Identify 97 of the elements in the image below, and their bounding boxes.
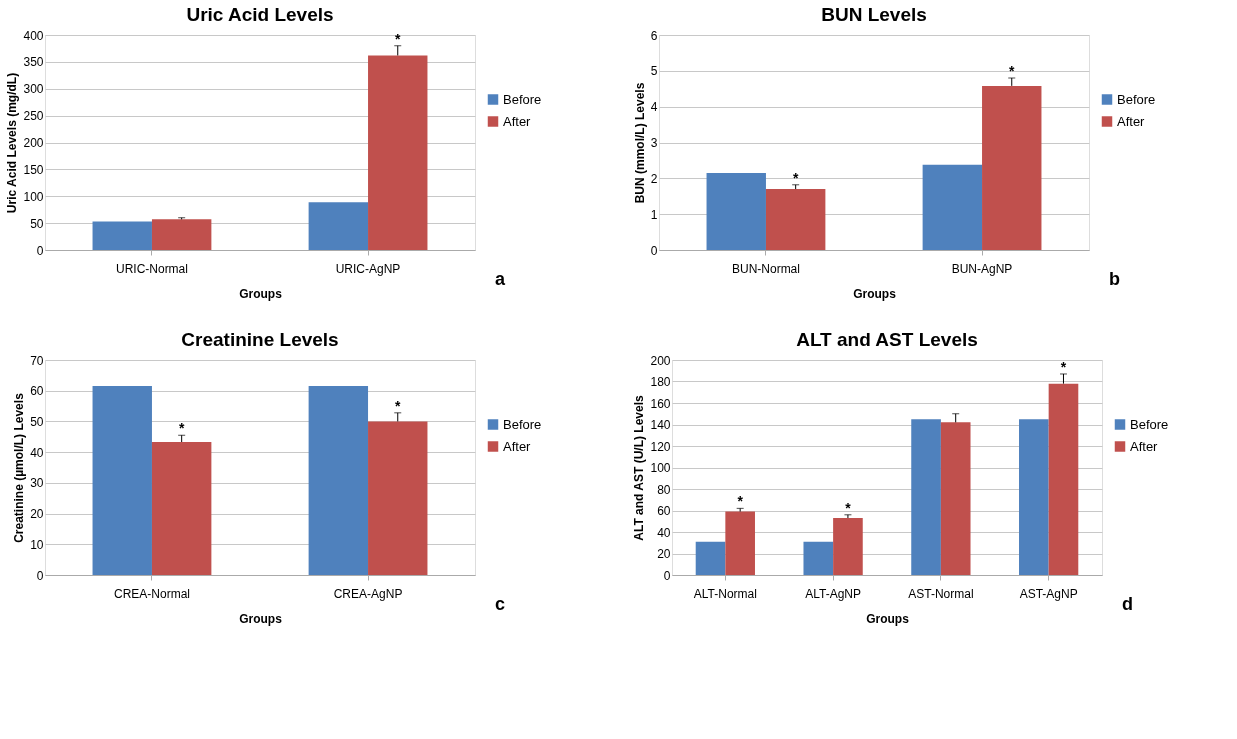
x-tick-label: BUN-AgNP (951, 261, 1013, 276)
x-tick-label: ALT-AgNP (805, 586, 862, 601)
data-label: * (395, 30, 402, 47)
y-tick-label: 3 (650, 136, 658, 150)
y-tick-label: 120 (650, 439, 671, 454)
y-tick-label: 140 (650, 418, 671, 432)
y-tick-label: 6 (650, 28, 658, 43)
y-tick-label: 100 (650, 461, 671, 475)
legend-label: After (503, 113, 532, 129)
y-tick-label: 100 (23, 189, 44, 204)
legend-label: Before (1117, 91, 1156, 107)
bar (765, 189, 826, 250)
legend-label: Before (1130, 416, 1169, 432)
text: a (495, 269, 506, 289)
x-tick-label: BUN-Normal (731, 261, 800, 276)
bar (982, 85, 1042, 250)
legend-label: Before (503, 91, 542, 107)
y-axis-title: ALT and AST (U/L) Levels (632, 395, 647, 541)
data-label: * (178, 420, 185, 437)
y-tick-label: 70 (30, 353, 44, 368)
bar (1048, 383, 1079, 575)
chart-title: Uric Acid Levels (186, 4, 334, 25)
bar (1019, 419, 1049, 575)
data-label: * (1009, 63, 1016, 79)
x-axis-title: Groups (866, 611, 910, 626)
bar (706, 172, 766, 250)
bar (92, 221, 152, 250)
chart-title: Creatinine Levels (181, 329, 339, 350)
y-tick-label: 0 (650, 243, 658, 258)
bar (368, 55, 428, 250)
y-axis-title: BUN (mmol/L) Levels (632, 82, 647, 204)
bar (92, 386, 152, 575)
y-tick-label: 0 (36, 243, 44, 258)
x-axis-title: Groups (239, 286, 283, 301)
legend-label: After (1130, 438, 1159, 454)
bar (833, 518, 863, 575)
x-tick-label: URIC-AgNP (335, 261, 401, 276)
y-tick-label: 250 (23, 109, 44, 124)
y-tick-label: 20 (30, 507, 44, 522)
chart-title: BUN Levels (821, 4, 927, 25)
text: b (1109, 269, 1120, 289)
bar (803, 541, 834, 575)
x-tick-label: CREA-AgNP (333, 586, 403, 601)
y-tick-label: 20 (657, 547, 671, 561)
y-tick-label: 50 (30, 216, 44, 231)
data-label: * (1060, 358, 1067, 375)
chart-title: ALT and AST Levels (796, 329, 978, 350)
y-tick-label: 400 (23, 28, 44, 43)
data-label: * (845, 499, 852, 516)
y-tick-label: 40 (30, 445, 44, 460)
x-axis-title: Groups (853, 286, 897, 301)
data-label: * (395, 397, 402, 414)
y-tick-label: 80 (657, 482, 671, 497)
x-tick-label: AST-Normal (908, 586, 974, 601)
y-axis-title: Uric Acid Levels (mg/dL) (5, 72, 20, 214)
y-tick-label: 60 (30, 384, 44, 399)
legend-label: Before (503, 416, 542, 432)
y-tick-label: 0 (663, 568, 671, 583)
x-tick-label: URIC-Normal (115, 261, 188, 276)
text: d (1122, 594, 1133, 614)
y-tick-label: 0 (36, 568, 44, 583)
bar (308, 386, 369, 575)
bar (922, 164, 983, 250)
bar (151, 219, 212, 250)
bar (725, 511, 755, 575)
y-axis-title: Creatinine (µmol/L) Levels (12, 392, 27, 543)
text: c (495, 594, 506, 614)
data-label: * (737, 493, 744, 510)
y-tick-label: 4 (650, 100, 658, 115)
bar (151, 442, 212, 575)
x-axis-title: Groups (239, 611, 283, 626)
bar (695, 541, 726, 575)
y-tick-label: 200 (23, 136, 44, 150)
y-tick-label: 150 (23, 162, 44, 177)
y-tick-label: 60 (657, 504, 671, 518)
y-tick-label: 2 (650, 171, 658, 186)
y-tick-label: 160 (650, 396, 671, 411)
y-tick-label: 5 (650, 64, 658, 79)
bar (911, 419, 941, 575)
y-tick-label: 1 (650, 207, 658, 222)
bar (308, 202, 369, 250)
y-tick-label: 300 (23, 82, 44, 97)
y-tick-label: 10 (30, 537, 44, 552)
y-tick-label: 180 (650, 375, 671, 389)
legend-label: After (1117, 113, 1146, 129)
y-tick-label: 200 (650, 353, 671, 368)
y-tick-label: 350 (23, 55, 44, 70)
x-tick-label: AST-AgNP (1019, 586, 1078, 601)
legend-label: After (503, 438, 532, 454)
bar (940, 422, 971, 575)
y-tick-label: 40 (657, 525, 671, 540)
bar (368, 421, 428, 575)
x-tick-label: ALT-Normal (693, 586, 757, 601)
x-tick-label: CREA-Normal (113, 586, 190, 601)
data-label: * (792, 169, 799, 186)
y-tick-label: 50 (30, 414, 44, 429)
y-tick-label: 30 (30, 476, 44, 491)
